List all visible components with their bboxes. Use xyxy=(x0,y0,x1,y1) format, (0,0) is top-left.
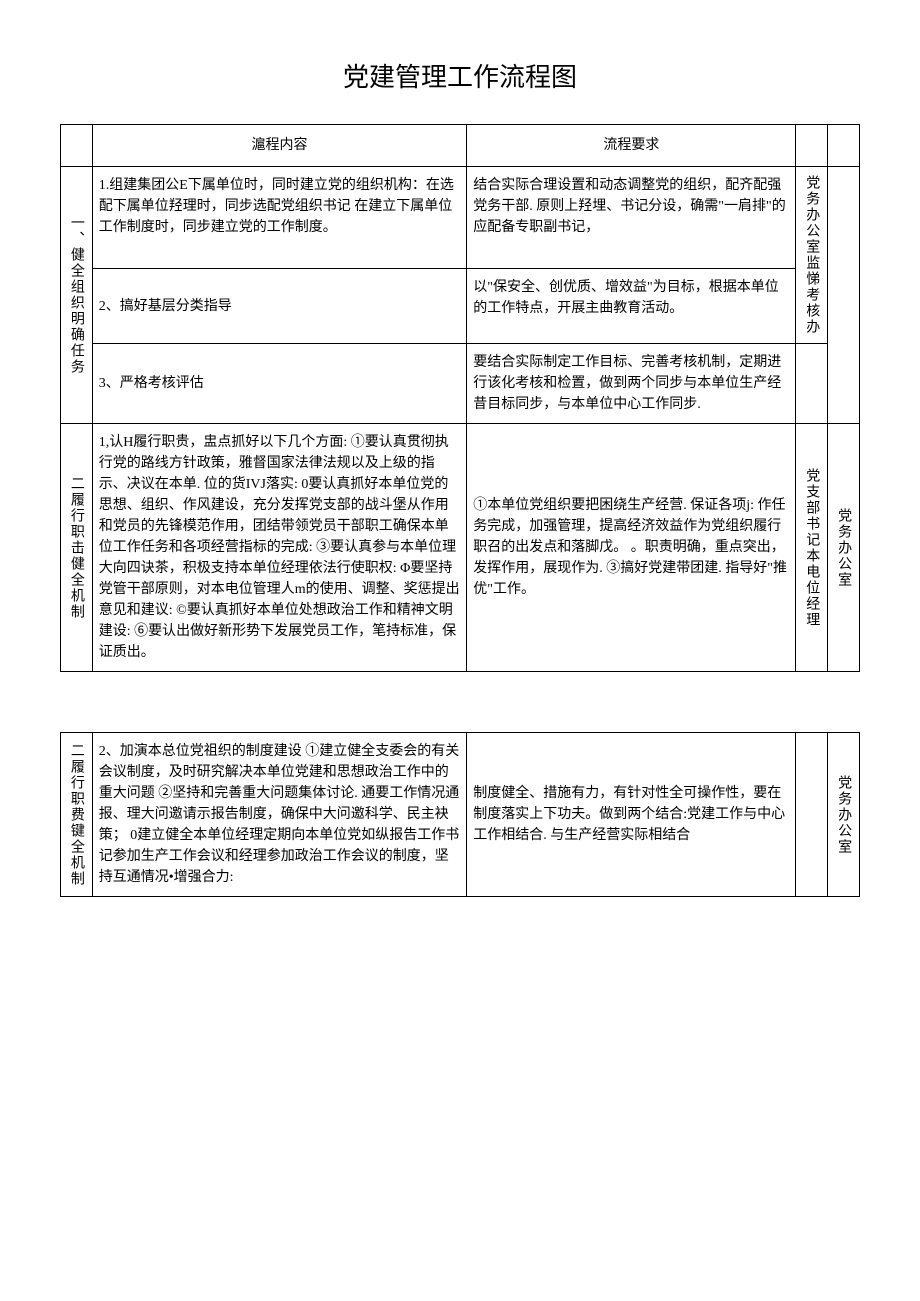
flowchart-table-2: 二履行职费键全机制 2、加演本总位党祖织的制度建设 ①建立健全支委会的有关会议制… xyxy=(60,732,860,897)
s1r1-req: 结合实际合理设置和动态调整党的组织，配齐配强党务干部. 原则上羟埋、书记分设，确… xyxy=(467,167,796,269)
section-2-label: 二履行职击健全机制 xyxy=(61,424,93,672)
section-3-resp2: 党务办公室 xyxy=(828,733,860,897)
header-blank-3 xyxy=(828,125,860,167)
table-gap xyxy=(60,672,860,732)
table-row: 二履行职费键全机制 2、加演本总位党祖织的制度建设 ①建立健全支委会的有关会议制… xyxy=(61,733,860,897)
s1r3-content: 3、严格考核评估 xyxy=(92,344,467,424)
s1r2-req: 以"保安全、创优质、增效益"为目标，根据本单位的工作特点，开展主曲教育活动。 xyxy=(467,269,796,344)
section-3-resp1 xyxy=(796,733,828,897)
table-row: 3、严格考核评估 要结合实际制定工作目标、完善考核机制，定期进行该化考核和检置，… xyxy=(61,344,860,424)
page-title: 党建管理工作流程图 xyxy=(60,57,860,94)
s3r1-content: 2、加演本总位党祖织的制度建设 ①建立健全支委会的有关会议制度，及时研究解决本单… xyxy=(92,733,467,897)
flowchart-table-1: 滬程内容 流程要求 一、健全组织明确任务 1.组建集团公E下属单位时，同时建立党… xyxy=(60,124,860,672)
section-2-resp2: 党务办公室 xyxy=(828,424,860,672)
s2r1-req: ①本单位党组织要把困绕生产经营. 保证各项j: 作任务完成，加强管理，提高经济效… xyxy=(467,424,796,672)
s2r1-content: 1,认H履行职贵，盅点抓好以下几个方面: ①要认真贯彻执行党的路线方针政策，雅督… xyxy=(92,424,467,672)
section-1-label: 一、健全组织明确任务 xyxy=(61,167,93,424)
table-row: 2、搞好基层分类指导 以"保安全、创优质、增效益"为目标，根据本单位的工作特点，… xyxy=(61,269,860,344)
header-blank-1 xyxy=(61,125,93,167)
section-1-resp2 xyxy=(828,167,860,424)
s1r2-content: 2、搞好基层分类指导 xyxy=(92,269,467,344)
table-row: 一、健全组织明确任务 1.组建集团公E下属单位时，同时建立党的组织机构：在选配下… xyxy=(61,167,860,269)
s1r1-content: 1.组建集团公E下属单位时，同时建立党的组织机构：在选配下属单位羟理时，同步选配… xyxy=(92,167,467,269)
header-row: 滬程内容 流程要求 xyxy=(61,125,860,167)
header-blank-2 xyxy=(796,125,828,167)
s3r1-req: 制度健全、措施有力，有针对性全可操作性，要在制度落实上下功夫。做到两个结合:党建… xyxy=(467,733,796,897)
header-content: 滬程内容 xyxy=(92,125,467,167)
section-2-resp1: 党支部书记本电位经理 xyxy=(796,424,828,672)
section-3-label: 二履行职费键全机制 xyxy=(61,733,93,897)
header-requirement: 流程要求 xyxy=(467,125,796,167)
section-1-resp1: 党务办公室监悌考核办 xyxy=(796,167,828,344)
table-row: 二履行职击健全机制 1,认H履行职贵，盅点抓好以下几个方面: ①要认真贯彻执行党… xyxy=(61,424,860,672)
s1r3-req: 要结合实际制定工作目标、完善考核机制，定期进行该化考核和检置，做到两个同步与本单… xyxy=(467,344,796,424)
s1r3-resp1 xyxy=(796,344,828,424)
